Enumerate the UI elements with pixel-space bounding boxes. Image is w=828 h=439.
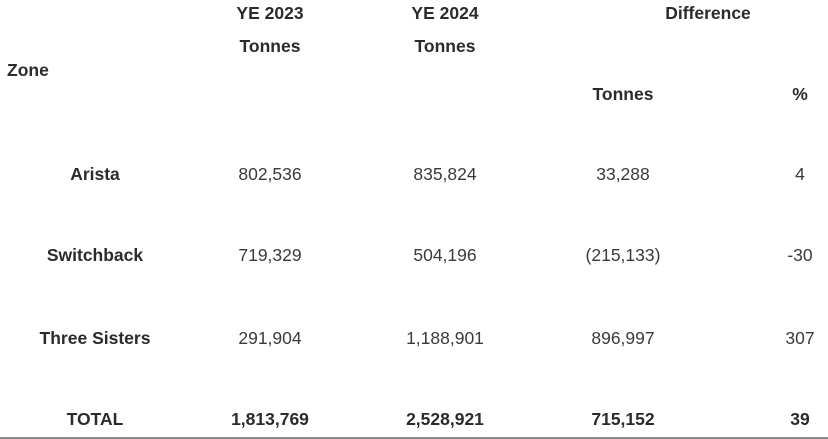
table-total-row: TOTAL 1,813,769 2,528,921 715,152 39 — [0, 409, 828, 429]
ye2023-value-cell: 719,329 — [238, 245, 302, 265]
zone-name-cell: Three Sisters — [39, 328, 151, 348]
header-row-difference-units: Tonnes % — [0, 84, 828, 104]
column-header-difference: Difference — [665, 3, 751, 23]
column-subheader-ye2023-tonnes: Tonnes — [239, 36, 301, 56]
total-difference-tonnes-value-cell: 715,152 — [591, 409, 655, 429]
column-header-ye2023: YE 2023 — [236, 3, 304, 23]
difference-percent-value-cell: -30 — [787, 245, 813, 265]
ye2023-value-cell: 802,536 — [238, 164, 302, 184]
column-subheader-ye2024-tonnes: Tonnes — [414, 36, 476, 56]
zone-name-cell: Switchback — [46, 245, 144, 265]
header-row-zone: Zone — [0, 60, 828, 80]
table-bottom-rule — [0, 437, 828, 439]
total-ye2024-value-cell: 2,528,921 — [406, 409, 484, 429]
ye2024-value-cell: 835,824 — [413, 164, 477, 184]
column-header-ye2024: YE 2024 — [411, 3, 479, 23]
difference-tonnes-value-cell: 896,997 — [591, 328, 655, 348]
header-row-units: Tonnes Tonnes — [0, 36, 828, 56]
table-row: Switchback 719,329 504,196 (215,133) -30 — [0, 245, 828, 265]
total-label-cell: TOTAL — [66, 409, 124, 429]
total-difference-percent-value-cell: 39 — [790, 409, 810, 429]
ye2024-value-cell: 1,188,901 — [406, 328, 484, 348]
column-header-zone: Zone — [7, 60, 49, 80]
column-subheader-difference-tonnes: Tonnes — [592, 84, 654, 104]
column-subheader-difference-percent: % — [792, 84, 808, 104]
difference-percent-value-cell: 4 — [795, 164, 805, 184]
difference-tonnes-value-cell: (215,133) — [585, 245, 661, 265]
difference-tonnes-value-cell: 33,288 — [596, 164, 650, 184]
ye2024-value-cell: 504,196 — [413, 245, 477, 265]
difference-percent-value-cell: 307 — [785, 328, 815, 348]
total-ye2023-value-cell: 1,813,769 — [231, 409, 309, 429]
header-row-years: YE 2023 YE 2024 Difference — [0, 3, 828, 23]
table-row: Three Sisters 291,904 1,188,901 896,997 … — [0, 328, 828, 348]
table-row: Arista 802,536 835,824 33,288 4 — [0, 164, 828, 184]
ye2023-value-cell: 291,904 — [238, 328, 302, 348]
zone-name-cell: Arista — [70, 164, 120, 184]
